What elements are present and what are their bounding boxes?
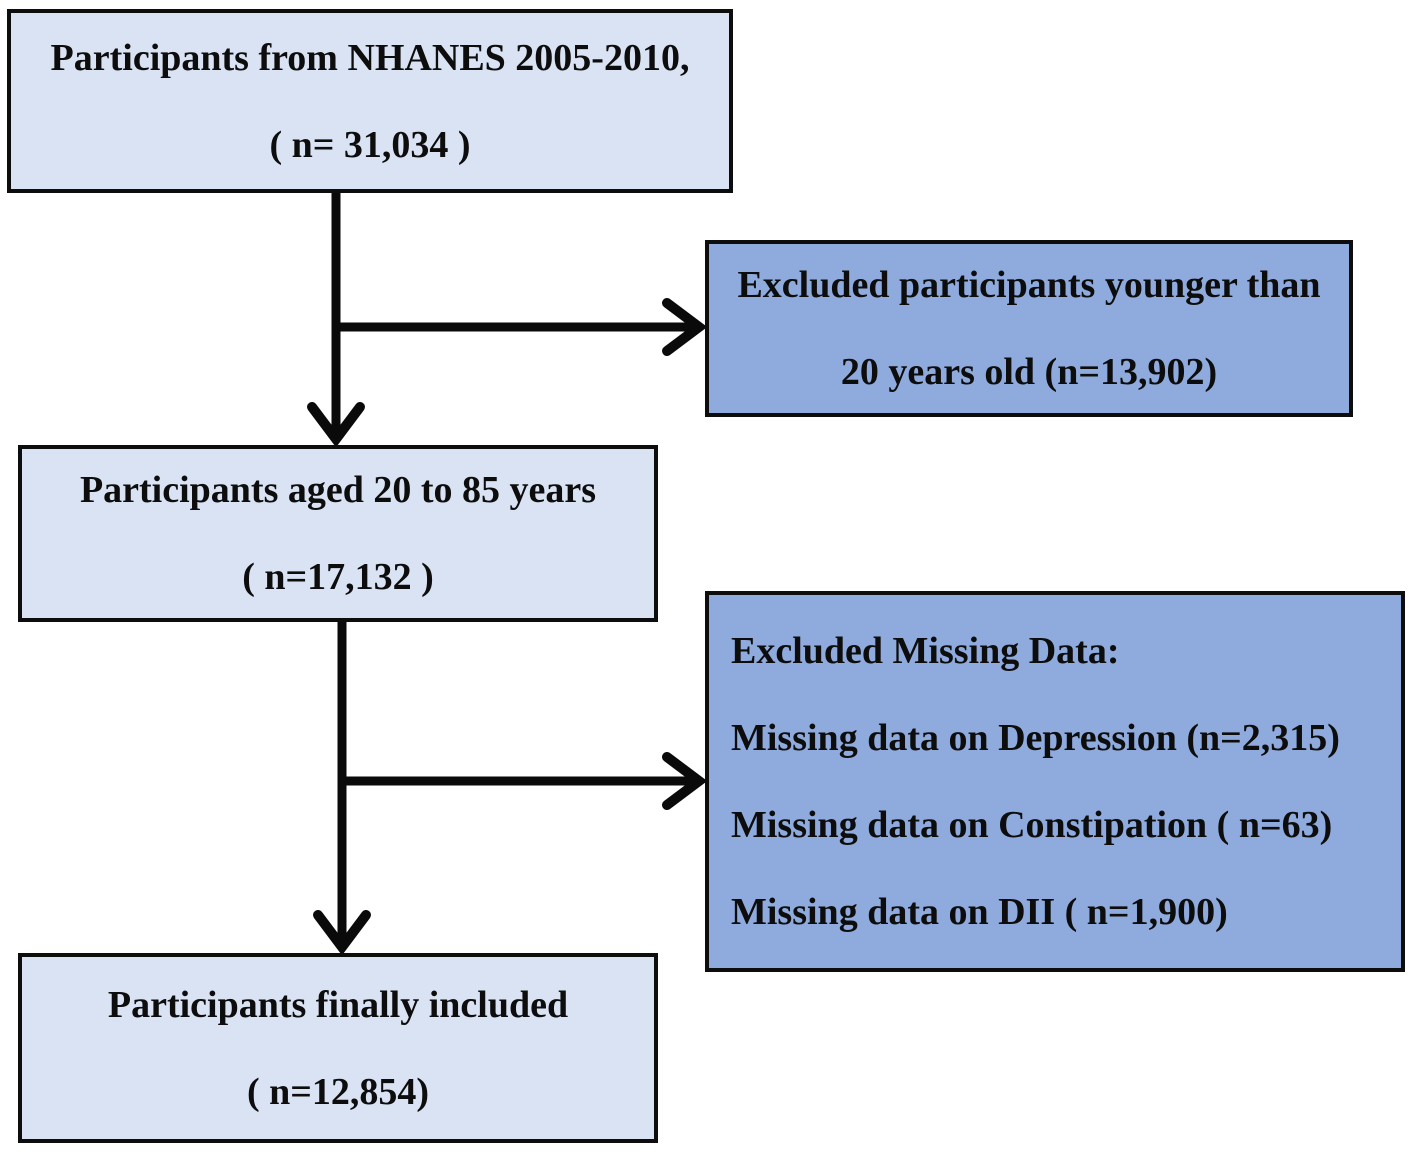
box-participants-finally-included: Participants finally included ( n=12,854… bbox=[18, 953, 658, 1143]
arrow-aged-to-final bbox=[313, 622, 371, 956]
box-text-line: ( n=17,132 ) bbox=[242, 556, 434, 598]
arrow-right-head-icon bbox=[662, 752, 708, 810]
box-text-line: Excluded Missing Data: bbox=[731, 630, 1120, 672]
box-text-line: Participants finally included bbox=[107, 983, 569, 1026]
box-text-line: Missing data on Constipation ( n=63) bbox=[731, 804, 1333, 846]
box-text-line: Missing data on Depression (n=2,315) bbox=[731, 717, 1340, 759]
box-excluded-missing-data: Excluded Missing Data: Missing data on D… bbox=[705, 591, 1405, 972]
arrow-right-head-icon bbox=[662, 298, 708, 356]
box-text-line: Participants aged 20 to 85 years bbox=[79, 469, 597, 511]
box-text-line: Excluded participants younger than bbox=[737, 264, 1321, 306]
box-text-line: Missing data on DII ( n=1,900) bbox=[731, 891, 1228, 933]
box-participants-aged-20-85: Participants aged 20 to 85 years ( n=17,… bbox=[18, 445, 658, 622]
box-participants-source: Participants from NHANES 2005-2010, ( n=… bbox=[7, 9, 733, 193]
arrow-source-to-aged bbox=[307, 193, 365, 448]
box-text-line: Participants from NHANES 2005-2010, bbox=[50, 36, 690, 79]
box-text-line: ( n=12,854) bbox=[246, 1070, 430, 1113]
arrow-branch-to-excluded-age bbox=[332, 298, 708, 356]
box-text-line: 20 years old (n=13,902) bbox=[840, 351, 1218, 393]
box-text-line: ( n= 31,034 ) bbox=[269, 123, 471, 166]
arrow-branch-to-excluded-missing bbox=[338, 752, 708, 810]
arrow-down-head-icon bbox=[307, 402, 365, 448]
box-excluded-younger-than-20: Excluded participants younger than 20 ye… bbox=[705, 240, 1353, 417]
arrow-down-head-icon bbox=[313, 910, 371, 956]
